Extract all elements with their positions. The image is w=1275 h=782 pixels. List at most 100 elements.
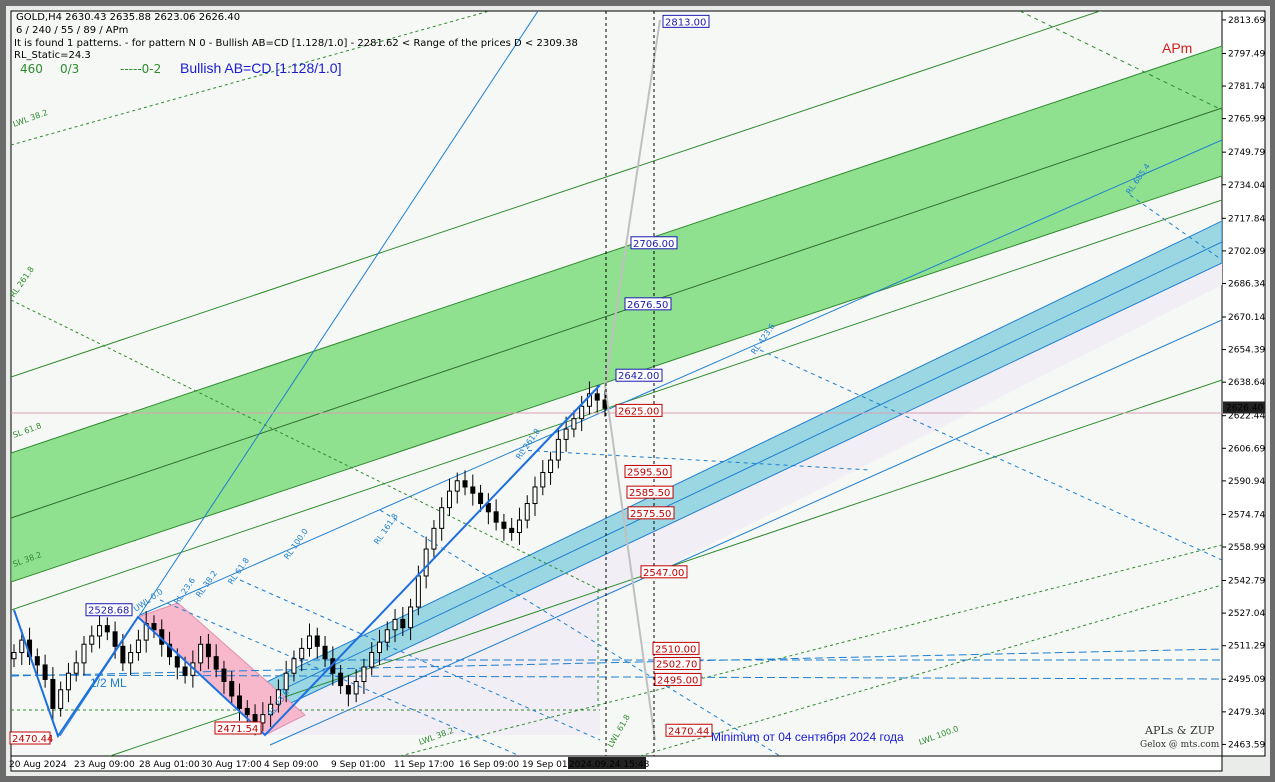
candle: [128, 644, 134, 676]
candle-body: [470, 486, 476, 494]
price-tick-label: 2479.34: [1228, 708, 1265, 718]
candle: [454, 472, 460, 504]
candle: [104, 617, 110, 641]
time-tick-label: 19 Sep 01:00: [522, 760, 582, 770]
candle: [400, 607, 406, 636]
candle: [540, 460, 546, 496]
candle: [524, 495, 530, 529]
candle: [73, 650, 79, 682]
price-tick-label: 2463.59: [1228, 740, 1265, 750]
price-tick-label: 2558.99: [1228, 543, 1265, 553]
fan-dashed-line-1: [239, 579, 601, 741]
candle-body: [462, 480, 468, 488]
level-box-red[interactable]: [654, 672, 702, 686]
candle: [275, 679, 281, 713]
candle-body: [104, 625, 110, 633]
level-box-blue[interactable]: [630, 236, 678, 250]
level-box-red[interactable]: [624, 464, 672, 478]
candle-body: [205, 643, 211, 658]
level-box-red[interactable]: [653, 656, 701, 670]
level-label-red: 2502.70: [656, 659, 697, 670]
blue-lower-line: [269, 319, 1222, 746]
candle-body: [237, 695, 243, 709]
price-tick-label: 2542.79: [1228, 577, 1265, 587]
candle-body: [563, 428, 569, 440]
level-label-blue: 2706.00: [633, 239, 674, 250]
current-price-box: [1223, 401, 1265, 414]
price-tick-label: 2606.69: [1228, 444, 1265, 454]
level-box-red[interactable]: [627, 506, 675, 520]
candle-body: [586, 393, 592, 407]
candle-body: [89, 635, 95, 645]
candle-body: [283, 672, 289, 691]
candle: [392, 609, 398, 643]
level-box-blue[interactable]: [624, 297, 672, 311]
level-box-red-left[interactable]: [9, 731, 51, 745]
time-tick-label: 28 Aug 01:00: [139, 760, 200, 770]
price-tick-label: 2590.94: [1228, 477, 1265, 487]
candle: [384, 621, 390, 651]
time-cursor-label: 2024.09.24 15:48: [569, 760, 650, 770]
candle-body: [81, 643, 87, 664]
candle-body: [509, 527, 515, 533]
level-box-red[interactable]: [665, 723, 713, 737]
level-box-red[interactable]: [652, 641, 700, 655]
price-tick-label: 2813.69: [1228, 16, 1265, 26]
price-tick-label: 2765.99: [1228, 115, 1265, 125]
candle-body: [408, 606, 414, 629]
candle-body: [11, 652, 17, 660]
level-box-red[interactable]: [214, 721, 262, 735]
candle-body: [73, 662, 79, 674]
candle-body: [446, 490, 452, 509]
candle-body: [112, 631, 118, 647]
level-box-blue[interactable]: [615, 368, 663, 382]
half-ml-label: 1/2 ML: [90, 676, 127, 690]
candle: [260, 702, 266, 732]
candle-body: [299, 647, 305, 660]
level-box-red[interactable]: [615, 403, 663, 417]
candle: [237, 683, 243, 721]
candle: [229, 671, 235, 705]
candle: [376, 629, 382, 665]
candle-body: [120, 645, 126, 664]
level-box-blue[interactable]: [85, 603, 133, 617]
candle: [509, 518, 515, 541]
blue-steep-line: [59, 11, 539, 737]
candle: [205, 633, 211, 670]
candle-body: [369, 652, 375, 668]
candle-body: [182, 666, 188, 676]
candle-body: [58, 689, 64, 709]
level-box-red[interactable]: [640, 565, 688, 579]
candle: [283, 660, 289, 703]
time-tick-label: 23 Aug 09:00: [74, 760, 135, 770]
level-label-blue: 2642.00: [618, 371, 659, 382]
price-tick-label: 2495.09: [1228, 675, 1265, 685]
candle: [213, 644, 219, 678]
candle-body: [524, 503, 530, 521]
level-box-blue[interactable]: [662, 14, 710, 28]
price-tick-label: 2638.64: [1228, 378, 1265, 388]
price-tick-label: 2670.14: [1228, 313, 1265, 323]
fan-dashed-line-3: [519, 449, 871, 471]
abcd-zigzag: [13, 384, 601, 739]
candle: [58, 681, 64, 717]
candle: [34, 648, 40, 678]
candle: [462, 470, 468, 496]
price-tick-label: 2527.04: [1228, 609, 1265, 619]
price-tick-label: 2749.79: [1228, 148, 1265, 158]
candle-body: [65, 672, 71, 691]
candle: [345, 675, 351, 707]
candle-body: [50, 678, 56, 709]
candle-body: [260, 714, 266, 724]
candle: [338, 664, 344, 694]
candle: [532, 476, 538, 516]
candle: [571, 410, 577, 438]
level-label-red: 2625.00: [618, 406, 659, 417]
level-box-red[interactable]: [626, 485, 674, 499]
candle-body: [268, 703, 274, 716]
candle-body: [361, 666, 367, 683]
candle-body: [314, 635, 320, 647]
candle: [19, 629, 25, 665]
